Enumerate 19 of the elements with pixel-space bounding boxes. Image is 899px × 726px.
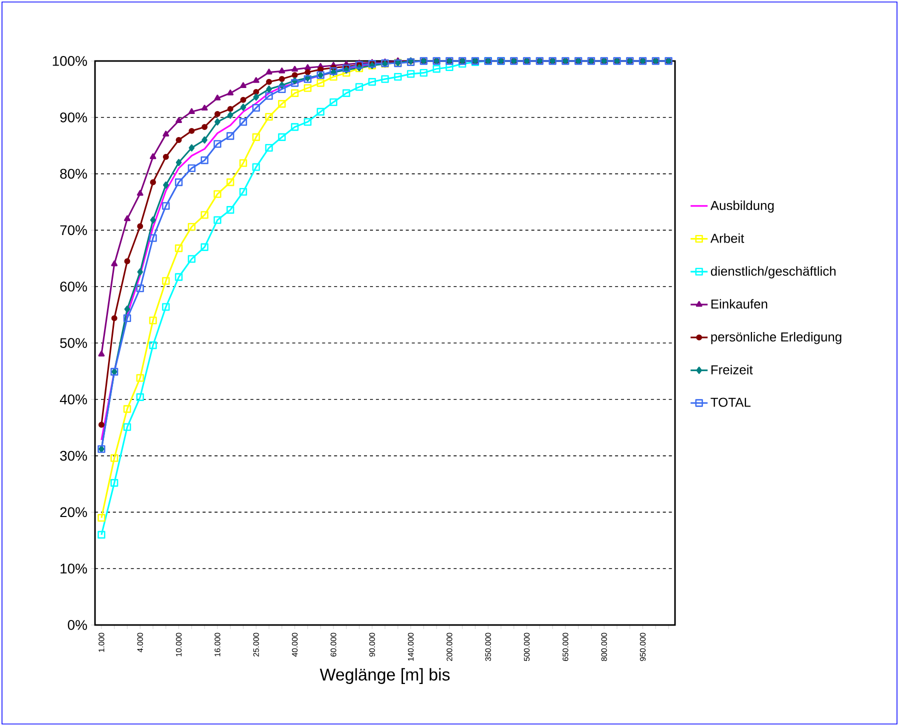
y-tick-label: 0% [68,620,87,630]
legend-label: Ausbildung [710,200,774,213]
legend-label: TOTAL [710,398,751,407]
y-tick-label: 100% [52,56,87,66]
legend-label: persönliche Erledigung [711,332,842,344]
legend-label: Freizeit [711,364,753,374]
y-tick-label: 30% [60,450,87,461]
legend-label: dienstlich/geschäftlich [710,266,836,278]
x-axis-title: Weglänge [m] bis [320,668,450,684]
y-tick-label: 40% [60,394,87,404]
y-tick-label: 60% [60,282,87,292]
y-tick-label: 20% [60,507,87,518]
legend-label: Einkaufen [711,299,768,309]
y-tick-label: 70% [60,225,87,236]
legend-label: Arbeit [710,233,744,243]
y-tick-label: 80% [60,168,87,179]
y-tick-label: 50% [60,338,87,348]
y-tick-label: 90% [60,112,87,122]
y-tick-label: 10% [60,564,87,574]
